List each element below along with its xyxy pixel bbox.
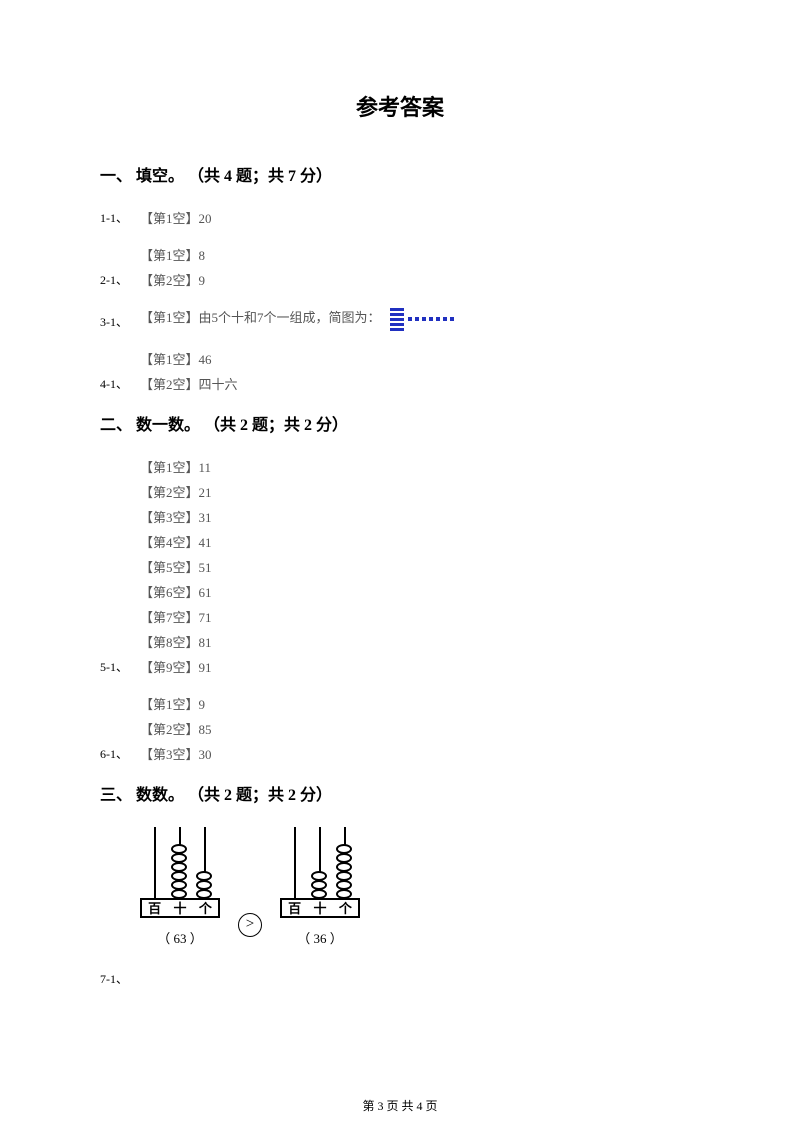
place-label: 百 <box>142 900 167 916</box>
blank-line: 【第3空】31 <box>140 507 212 526</box>
place-label: 个 <box>193 900 218 916</box>
place-label: 个 <box>333 900 358 916</box>
abacus-comparison: 百 十 个 （ 63 ） > <box>140 827 700 947</box>
answer-lines: 【第1空】由5个十和7个一组成，简图为： <box>140 307 454 331</box>
abacus-base: 百 十 个 <box>140 898 220 918</box>
answer-1: 1-1、 【第1空】20 <box>100 208 700 227</box>
answer-lines: 【第1空】20 <box>140 208 212 227</box>
answer-num: 5-1、 <box>100 658 140 676</box>
tally-graphic <box>390 308 454 331</box>
abacus-left: 百 十 个 （ 63 ） <box>140 827 220 947</box>
blank-line: 【第2空】四十六 <box>140 374 238 393</box>
ones-dots-icon <box>408 317 454 321</box>
page-footer: 第 3 页 共 4 页 <box>0 1097 800 1114</box>
answer-lines: 【第1空】46 【第2空】四十六 <box>140 349 238 393</box>
blank-line: 【第1空】8 <box>140 245 205 264</box>
blank-line: 【第5空】51 <box>140 557 212 576</box>
abacus-base: 百 十 个 <box>280 898 360 918</box>
blank-line: 【第1空】46 <box>140 349 238 368</box>
tens-bars-icon <box>390 308 404 331</box>
place-label: 十 <box>167 900 192 916</box>
blank-line: 【第3空】30 <box>140 744 212 763</box>
blank-line: 【第1空】11 <box>140 457 212 476</box>
answer-num: 6-1、 <box>100 745 140 763</box>
answer-num: 4-1、 <box>100 375 140 393</box>
answer-text: 【第1空】由5个十和7个一组成，简图为： <box>140 310 381 325</box>
answer-lines: 【第1空】9 【第2空】85 【第3空】30 <box>140 694 212 763</box>
answer-num: 7-1、 <box>100 970 128 987</box>
blank-line: 【第1空】由5个十和7个一组成，简图为： <box>140 307 454 331</box>
abacus-value: （ 36 ） <box>297 928 343 947</box>
answer-lines: 【第1空】11 【第2空】21 【第3空】31 【第4空】41 【第5空】51 … <box>140 457 212 676</box>
section-3-header: 三、 数数。 （共 2 题；共 2 分） <box>100 781 700 805</box>
abacus-right: 百 十 个 （ 36 ） <box>280 827 360 947</box>
abacus-frame: 百 十 个 <box>140 827 220 922</box>
beads-tens <box>171 844 187 898</box>
blank-line: 【第1空】9 <box>140 694 212 713</box>
blank-line: 【第2空】21 <box>140 482 212 501</box>
answer-7: 7-1、 百 十 个 <box>100 827 700 987</box>
section-1-header: 一、 填空。 （共 4 题；共 7 分） <box>100 162 700 186</box>
blank-line: 【第2空】9 <box>140 270 205 289</box>
blank-line: 【第7空】71 <box>140 607 212 626</box>
blank-line: 【第2空】85 <box>140 719 212 738</box>
answer-4: 4-1、 【第1空】46 【第2空】四十六 <box>100 349 700 393</box>
place-label: 百 <box>282 900 307 916</box>
answer-num: 2-1、 <box>100 271 140 289</box>
answer-num: 1-1、 <box>100 209 140 227</box>
page-title: 参考答案 <box>100 90 700 122</box>
blank-line: 【第6空】61 <box>140 582 212 601</box>
answer-5: 5-1、 【第1空】11 【第2空】21 【第3空】31 【第4空】41 【第5… <box>100 457 700 676</box>
beads-ones <box>336 844 352 898</box>
answer-num: 3-1、 <box>100 313 140 331</box>
section-2-header: 二、 数一数。 （共 2 题；共 2 分） <box>100 411 700 435</box>
page: 参考答案 一、 填空。 （共 4 题；共 7 分） 1-1、 【第1空】20 2… <box>0 0 800 987</box>
compare-symbol: > <box>238 913 262 937</box>
place-label: 十 <box>307 900 332 916</box>
answer-3: 3-1、 【第1空】由5个十和7个一组成，简图为： <box>100 307 700 331</box>
beads-ones <box>196 871 212 898</box>
answer-6: 6-1、 【第1空】9 【第2空】85 【第3空】30 <box>100 694 700 763</box>
answer-2: 2-1、 【第1空】8 【第2空】9 <box>100 245 700 289</box>
abacus-value: （ 63 ） <box>157 928 203 947</box>
blank-line: 【第8空】81 <box>140 632 212 651</box>
answer-lines: 【第1空】8 【第2空】9 <box>140 245 205 289</box>
beads-tens <box>311 871 327 898</box>
abacus-frame: 百 十 个 <box>280 827 360 922</box>
blank-line: 【第1空】20 <box>140 208 212 227</box>
blank-line: 【第9空】91 <box>140 657 212 676</box>
blank-line: 【第4空】41 <box>140 532 212 551</box>
